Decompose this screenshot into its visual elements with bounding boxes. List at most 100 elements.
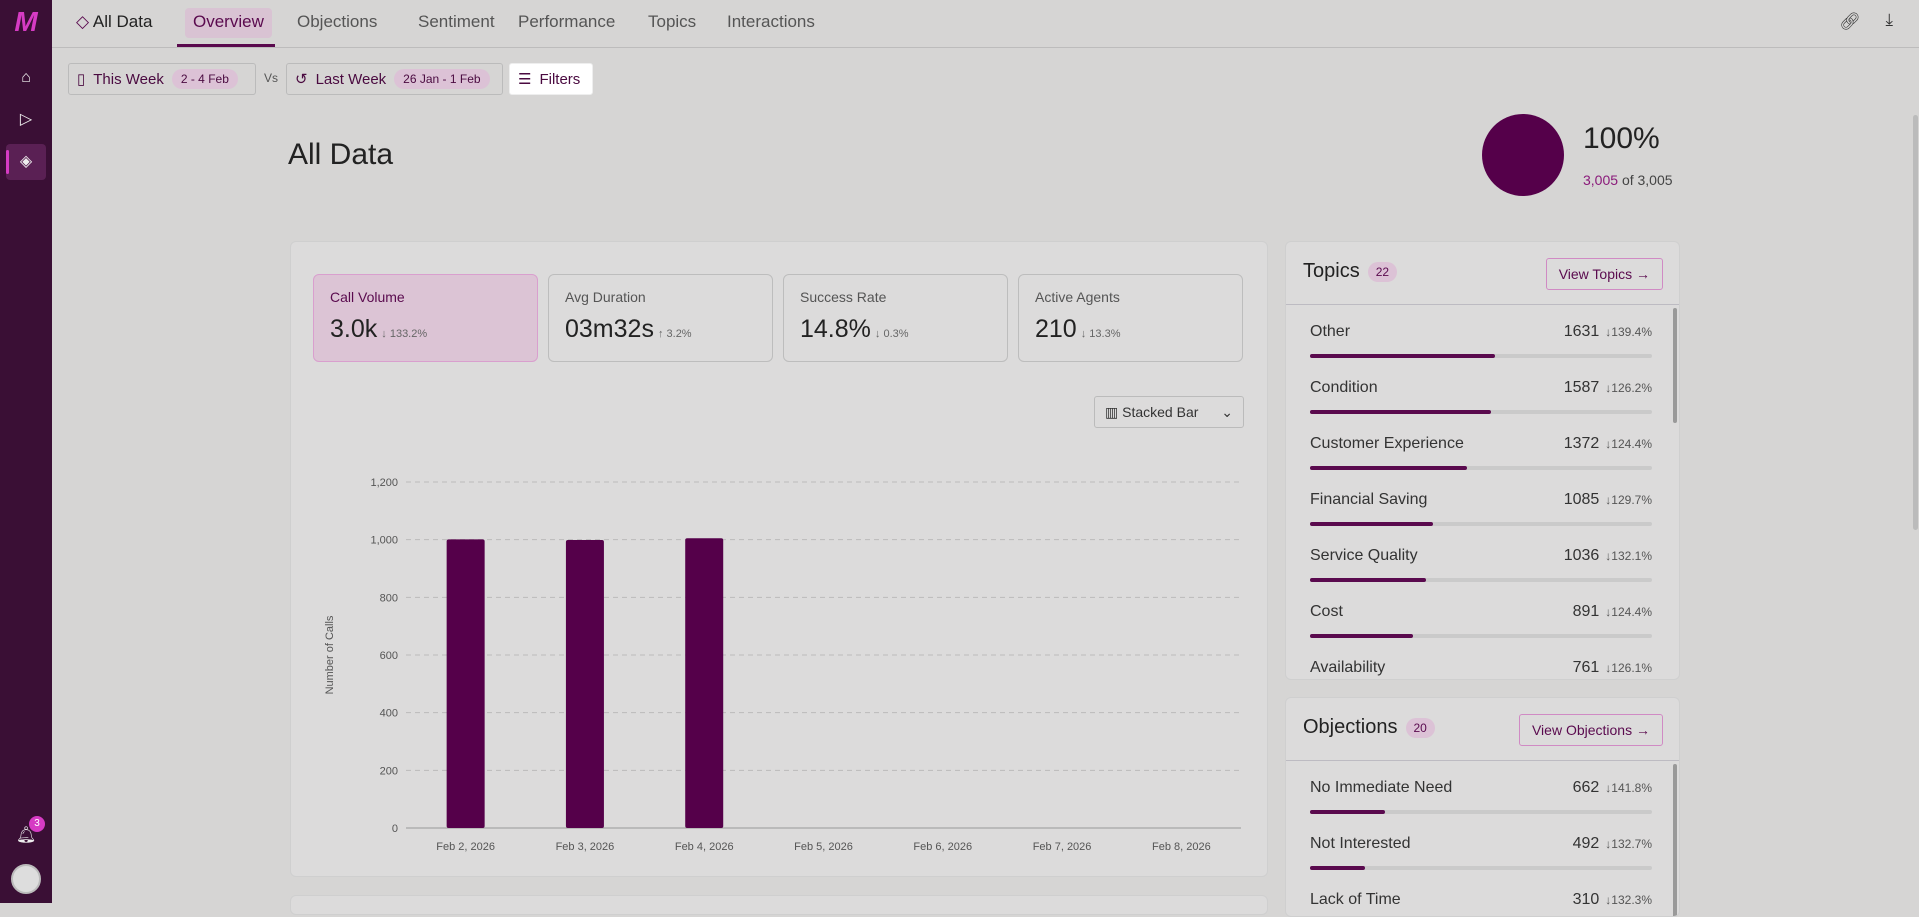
tab-performance[interactable]: Performance bbox=[518, 12, 616, 31]
topics-title-text: Topics bbox=[1303, 260, 1360, 282]
item-delta-value: 132.1% bbox=[1611, 549, 1652, 563]
item-delta-value: 126.1% bbox=[1611, 661, 1652, 675]
item-progress-fill bbox=[1310, 522, 1434, 526]
list-item[interactable]: Financial Saving 1085 ↓129.7% bbox=[1310, 487, 1652, 543]
x-tick-label: Feb 4, 2026 bbox=[675, 841, 734, 853]
last-week-label: Last Week bbox=[315, 70, 387, 88]
item-name: Other bbox=[1310, 323, 1351, 340]
item-delta: ↓139.4% bbox=[1605, 325, 1652, 339]
item-delta-value: 141.8% bbox=[1611, 781, 1652, 795]
chart-type-select[interactable]: ▥ Stacked Bar ⌄ bbox=[1094, 396, 1244, 428]
avatar[interactable] bbox=[11, 864, 41, 894]
page-scrollbar[interactable] bbox=[1913, 115, 1918, 530]
kpi-card[interactable]: Avg Duration 03m32s ↑ 3.2% bbox=[548, 274, 773, 362]
item-name: Financial Saving bbox=[1310, 491, 1428, 508]
tab-overview[interactable]: Overview bbox=[185, 8, 272, 38]
item-delta-value: 132.3% bbox=[1611, 893, 1652, 907]
list-item[interactable]: No Immediate Need 662 ↓141.8% bbox=[1310, 775, 1652, 831]
tab-topics[interactable]: Topics bbox=[648, 12, 697, 31]
bell-icon[interactable]: 🔔︎ bbox=[15, 827, 37, 844]
calendar-icon: ▯ bbox=[77, 71, 86, 88]
item-name: Cost bbox=[1310, 603, 1343, 620]
coverage-count: 3,005 of 3,005 bbox=[1583, 172, 1673, 188]
kpi-card[interactable]: Call Volume 3.0k ↓ 133.2% bbox=[313, 274, 538, 362]
list-item[interactable]: Availability 761 ↓126.1% bbox=[1310, 655, 1652, 679]
list-item[interactable]: Other 1631 ↓139.4% bbox=[1310, 319, 1652, 375]
kpi-label: Success Rate bbox=[800, 289, 887, 305]
breadcrumb[interactable]: ◇ All Data bbox=[76, 12, 152, 32]
topics-scrollbar[interactable] bbox=[1673, 308, 1677, 423]
kpi-value: 03m32s bbox=[565, 315, 654, 343]
item-count: 310 bbox=[1572, 891, 1600, 908]
y-tick-label: 400 bbox=[380, 708, 398, 720]
kpi-label: Avg Duration bbox=[565, 289, 646, 305]
kpi-card[interactable]: Success Rate 14.8% ↓ 0.3% bbox=[783, 274, 1008, 362]
objections-card: Objections 20 View Objections → No Immedi… bbox=[1285, 697, 1680, 917]
chevron-down-icon: ⌄ bbox=[1221, 404, 1233, 420]
download-icon[interactable]: ⤓ bbox=[1885, 10, 1893, 29]
item-count: 1587 bbox=[1563, 379, 1600, 396]
list-item[interactable]: Condition 1587 ↓126.2% bbox=[1310, 375, 1652, 431]
item-name: Condition bbox=[1310, 379, 1378, 396]
item-progress-fill bbox=[1310, 578, 1427, 582]
play-icon[interactable]: ▷ bbox=[19, 111, 33, 128]
app-logo[interactable]: M bbox=[14, 6, 38, 37]
kpi-label: Active Agents bbox=[1035, 289, 1120, 305]
kpi-card[interactable]: Active Agents 210 ↓ 13.3% bbox=[1018, 274, 1243, 362]
view-objections-button[interactable]: View Objections → bbox=[1518, 714, 1663, 746]
tab-sentiment[interactable]: Sentiment bbox=[418, 12, 495, 31]
kpi-label: Call Volume bbox=[330, 289, 405, 305]
item-count: 891 bbox=[1572, 603, 1600, 620]
item-progress-track bbox=[1310, 866, 1652, 870]
bar-chart-icon: ▥ bbox=[1105, 404, 1119, 420]
item-name: Availability bbox=[1310, 659, 1386, 676]
tab-interactions[interactable]: Interactions bbox=[727, 12, 815, 31]
filters-button[interactable]: ☰ Filters bbox=[509, 63, 593, 95]
home-icon[interactable]: ⌂ bbox=[21, 69, 31, 86]
objections-count-badge: 20 bbox=[1405, 717, 1435, 738]
layers-icon[interactable]: ◈ bbox=[19, 153, 33, 170]
list-item[interactable]: Lack of Time 310 ↓132.3% bbox=[1310, 887, 1652, 916]
kpi-delta: ↓ 0.3% bbox=[874, 328, 909, 340]
kpi-value: 14.8% bbox=[800, 315, 871, 343]
topics-header: Topics 22 View Topics → bbox=[1286, 242, 1679, 305]
this-week-button[interactable]: ▯ This Week 2 - 4 Feb bbox=[68, 63, 256, 95]
list-item[interactable]: Service Quality 1036 ↓132.1% bbox=[1310, 543, 1652, 599]
item-progress-fill bbox=[1310, 866, 1365, 870]
item-progress-track bbox=[1310, 466, 1652, 470]
y-tick-label: 1,000 bbox=[370, 535, 398, 547]
kpi-delta: ↑ 3.2% bbox=[657, 328, 692, 340]
y-axis-label: Number of Calls bbox=[324, 615, 336, 694]
kpi-delta: ↓ 13.3% bbox=[1080, 328, 1121, 340]
coverage-percent: 100% bbox=[1583, 122, 1660, 155]
last-week-button[interactable]: ↺ Last Week 26 Jan - 1 Feb bbox=[286, 63, 503, 95]
item-progress-track bbox=[1310, 634, 1652, 638]
tab-objections[interactable]: Objections bbox=[297, 12, 378, 31]
item-delta: ↓124.4% bbox=[1605, 437, 1652, 451]
breadcrumb-label: All Data bbox=[92, 12, 153, 31]
item-delta-value: 132.7% bbox=[1611, 837, 1652, 851]
item-delta-value: 124.4% bbox=[1611, 605, 1652, 619]
kpi-delta-value: 0.3% bbox=[883, 328, 909, 340]
item-delta-value: 126.2% bbox=[1611, 381, 1652, 395]
list-item[interactable]: Not Interested 492 ↓132.7% bbox=[1310, 831, 1652, 887]
page-title: All Data bbox=[288, 138, 394, 171]
bar bbox=[565, 539, 604, 828]
list-item[interactable]: Customer Experience 1372 ↓124.4% bbox=[1310, 431, 1652, 487]
item-delta: ↓124.4% bbox=[1605, 605, 1652, 619]
objections-header: Objections 20 View Objections → bbox=[1286, 698, 1679, 761]
list-item[interactable]: Cost 891 ↓124.4% bbox=[1310, 599, 1652, 655]
sidebar-item-data[interactable] bbox=[6, 144, 46, 180]
objections-scrollbar[interactable] bbox=[1673, 764, 1677, 916]
item-name: No Immediate Need bbox=[1310, 779, 1453, 796]
item-name: Customer Experience bbox=[1310, 435, 1464, 452]
kpi-delta-value: 3.2% bbox=[666, 328, 692, 340]
link-icon[interactable]: 🔗︎ bbox=[1839, 12, 1861, 31]
objections-title: Objections 20 bbox=[1303, 716, 1435, 739]
topics-card: Topics 22 View Topics → Other 1631 ↓139.4% C… bbox=[1285, 241, 1680, 680]
view-topics-button[interactable]: View Topics → bbox=[1545, 258, 1663, 290]
item-delta-value: 139.4% bbox=[1611, 325, 1652, 339]
item-delta: ↓132.1% bbox=[1605, 549, 1652, 563]
x-tick-label: Feb 2, 2026 bbox=[436, 841, 495, 853]
bar bbox=[446, 539, 485, 828]
